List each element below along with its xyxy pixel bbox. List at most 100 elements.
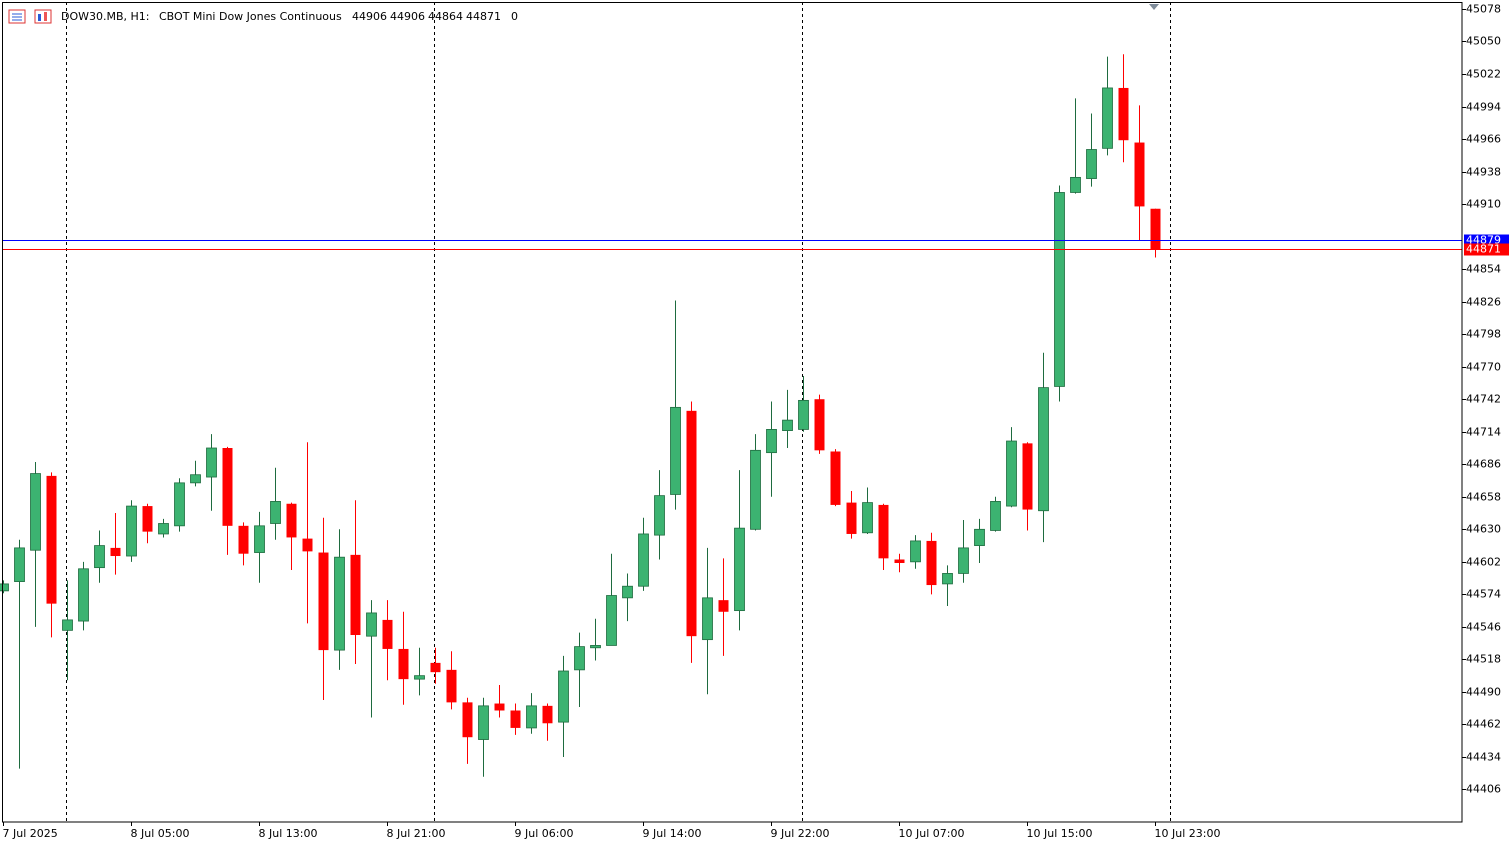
candle-body: [334, 556, 345, 651]
y-tick-label: 44602: [1466, 556, 1501, 569]
candle-body: [974, 528, 985, 546]
candle-body: [542, 705, 553, 724]
candle-body: [846, 502, 857, 534]
y-tick-label: 44686: [1466, 458, 1501, 471]
y-tick-label: 44826: [1466, 296, 1501, 309]
y-tick-label: 44406: [1466, 783, 1501, 796]
icon-chart[interactable]: [34, 9, 52, 24]
y-tick-label: 44938: [1466, 166, 1501, 179]
x-tick-label: 7 Jul 2025: [3, 827, 58, 840]
candle-body: [1006, 440, 1017, 507]
y-tick-label: 44434: [1466, 751, 1501, 764]
ohlc-high: 44906: [390, 10, 425, 23]
y-tick-label: 44854: [1466, 263, 1501, 276]
candle-body: [638, 533, 649, 587]
candle-body: [830, 451, 841, 505]
candle-body: [526, 705, 537, 729]
candle-body: [126, 505, 137, 557]
candle-body: [622, 585, 633, 599]
candle-body: [942, 573, 953, 585]
x-tick-label: 8 Jul 21:00: [387, 827, 446, 840]
description: CBOT Mini Dow Jones Continuous: [159, 10, 342, 23]
candle-body: [0, 583, 9, 592]
plot-area: [0, 54, 1462, 777]
y-tick-label: 45022: [1466, 68, 1501, 81]
candle-body: [734, 527, 745, 612]
ohlc-low: 44864: [428, 10, 463, 23]
candle-body: [62, 619, 73, 631]
candle-body: [238, 525, 249, 554]
price-label: 44871: [1466, 243, 1501, 256]
candle-body: [878, 504, 889, 559]
candle-body: [222, 448, 233, 526]
candle-body: [430, 662, 441, 673]
y-tick-label: 44658: [1466, 491, 1501, 504]
x-tick-label: 10 Jul 23:00: [1155, 827, 1221, 840]
y-tick-label: 44546: [1466, 621, 1501, 634]
candle-body: [814, 399, 825, 451]
y-tick-label: 44994: [1466, 101, 1501, 114]
y-tick-label: 44742: [1466, 393, 1501, 406]
candle-body: [990, 501, 1001, 531]
candle-body: [142, 506, 153, 532]
candle-body: [366, 612, 377, 637]
y-tick-label: 44462: [1466, 718, 1501, 731]
candle-body: [718, 600, 729, 612]
plot-frame: [2, 2, 1463, 823]
candle-body: [270, 501, 281, 524]
candle-body: [30, 473, 41, 551]
candle-body: [94, 545, 105, 569]
candle-body: [478, 705, 489, 740]
y-tick-label: 44910: [1466, 198, 1501, 211]
candle-body: [110, 547, 121, 557]
symbol: DOW30.MB, H1:: [61, 10, 150, 23]
shift-marker[interactable]: [1149, 4, 1159, 10]
candle-body: [1086, 149, 1097, 179]
candle-body: [1038, 387, 1049, 512]
candle-body: [398, 648, 409, 680]
candle-body: [382, 619, 393, 649]
candle-body: [350, 554, 361, 636]
candle-body: [590, 645, 601, 649]
ohlc-close: 44871: [466, 10, 501, 23]
y-tick-label: 44770: [1466, 361, 1501, 374]
candle-body: [158, 523, 169, 535]
candle-body: [1022, 443, 1033, 510]
y-tick-label: 44490: [1466, 686, 1501, 699]
candle-body: [686, 410, 697, 637]
candle-body: [1118, 87, 1129, 141]
candle-body: [286, 503, 297, 538]
candle-body: [510, 710, 521, 728]
y-tick-label: 44574: [1466, 588, 1501, 601]
x-tick-label: 9 Jul 14:00: [643, 827, 702, 840]
toolbar-icons: [8, 9, 52, 24]
y-tick-label: 45078: [1466, 3, 1501, 16]
candle-body: [190, 474, 201, 484]
x-tick-label: 10 Jul 07:00: [899, 827, 965, 840]
candle-body: [78, 568, 89, 622]
candle-body: [702, 597, 713, 641]
candle-body: [670, 406, 681, 495]
y-tick-label: 44630: [1466, 523, 1501, 536]
candle-body: [174, 482, 185, 527]
icon-bar: [38, 14, 41, 21]
price-label: 44879: [1466, 234, 1501, 247]
icon-bar: [44, 12, 47, 21]
y-tick-label: 44966: [1466, 133, 1501, 146]
x-tick-label: 9 Jul 22:00: [771, 827, 830, 840]
y-tick-label: 44714: [1466, 426, 1501, 439]
candle-body: [1102, 87, 1113, 149]
y-tick-label: 45050: [1466, 35, 1501, 48]
candle-body: [782, 419, 793, 431]
candle-body: [606, 595, 617, 646]
candle-body: [446, 669, 457, 703]
x-tick-label: 10 Jul 15:00: [1027, 827, 1093, 840]
header-tail: 0: [511, 10, 518, 23]
candle-body: [926, 540, 937, 586]
candle-body: [318, 552, 329, 651]
candle-body: [14, 547, 25, 582]
x-tick-label: 8 Jul 13:00: [259, 827, 318, 840]
candle-body: [46, 475, 57, 604]
candle-body: [1054, 192, 1065, 387]
